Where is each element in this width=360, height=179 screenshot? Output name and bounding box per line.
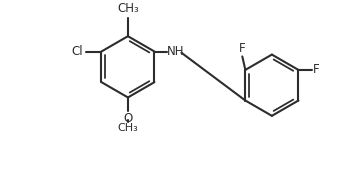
Text: NH: NH [167, 45, 185, 58]
Text: F: F [313, 63, 320, 76]
Text: CH₃: CH₃ [118, 123, 138, 133]
Text: F: F [239, 42, 246, 55]
Text: Cl: Cl [71, 45, 83, 58]
Text: CH₃: CH₃ [117, 2, 139, 15]
Text: O: O [123, 112, 132, 125]
